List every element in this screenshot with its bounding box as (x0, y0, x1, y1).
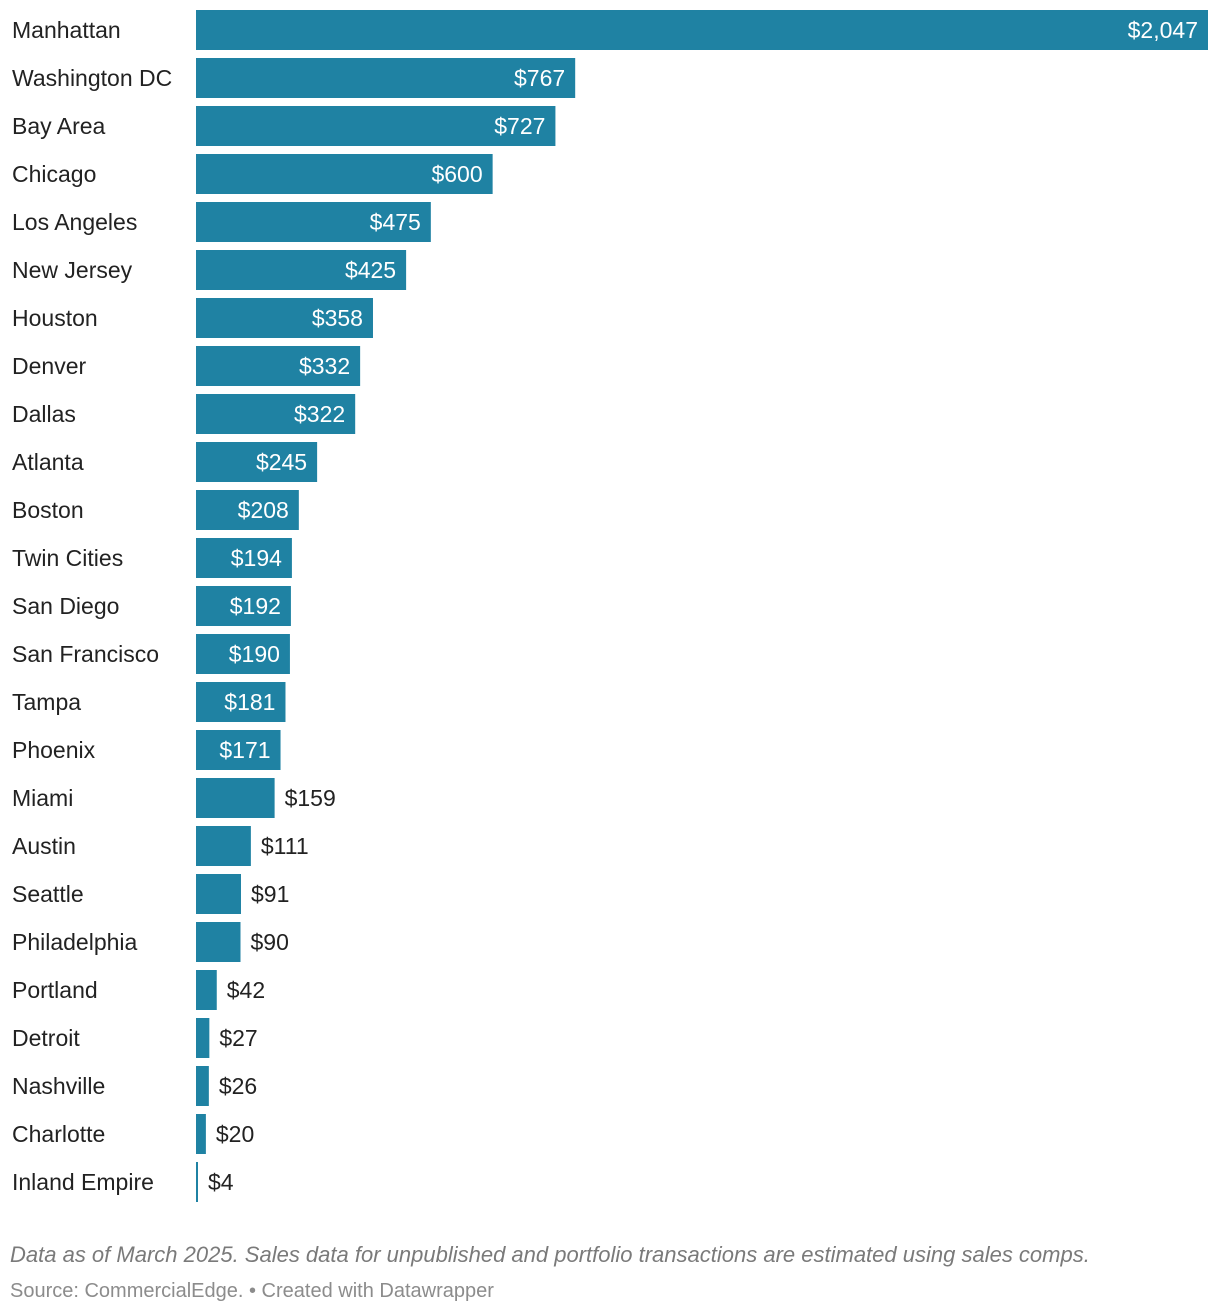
chart-notes: Data as of March 2025. Sales data for un… (10, 1238, 1210, 1304)
value-label: $111 (261, 833, 309, 859)
value-label: $91 (251, 881, 289, 907)
category-label: Twin Cities (12, 545, 123, 571)
chart-source: Source: CommercialEdge. • Created with D… (10, 1280, 494, 1302)
bar (196, 970, 217, 1010)
bar (196, 874, 241, 914)
bar (196, 154, 493, 194)
category-label: Dallas (12, 401, 76, 427)
category-label: Denver (12, 353, 86, 379)
bar (196, 922, 241, 962)
bar (196, 1018, 210, 1058)
category-label: New Jersey (12, 257, 133, 283)
bar (196, 826, 251, 866)
value-label: $27 (219, 1025, 257, 1051)
value-label: $322 (294, 401, 345, 427)
category-label: San Diego (12, 593, 119, 619)
value-label: $4 (208, 1169, 234, 1195)
category-label: Phoenix (12, 737, 96, 763)
value-label: $194 (231, 545, 282, 571)
category-label: Atlanta (12, 449, 84, 475)
category-label: Washington DC (12, 65, 172, 91)
value-label: $181 (224, 689, 275, 715)
category-label: Nashville (12, 1073, 105, 1099)
value-label: $42 (227, 977, 265, 1003)
bar (196, 346, 361, 386)
bar (196, 250, 407, 290)
category-label: Portland (12, 977, 98, 1003)
bar-chart: Manhattan $2,047 Washington DC $767 Bay Area… (12, 10, 1208, 1202)
value-label: $208 (238, 497, 289, 523)
bar (196, 58, 576, 98)
value-label: $192 (230, 593, 281, 619)
value-label: $159 (285, 785, 336, 811)
category-label: Bay Area (12, 113, 106, 139)
value-label: $190 (229, 641, 280, 667)
bar (196, 394, 356, 434)
category-label: Austin (12, 833, 76, 859)
category-label: Inland Empire (12, 1169, 154, 1195)
value-label: $767 (514, 65, 565, 91)
bar (196, 1066, 209, 1106)
category-label: Detroit (12, 1025, 80, 1051)
value-label: $727 (494, 113, 545, 139)
value-label: $26 (219, 1073, 257, 1099)
value-label: $600 (431, 161, 482, 187)
bar (196, 10, 1208, 50)
category-label: Houston (12, 305, 98, 331)
bar (196, 682, 286, 722)
bar (196, 778, 275, 818)
value-label: $90 (250, 929, 288, 955)
value-label: $425 (345, 257, 396, 283)
bar (196, 1162, 198, 1202)
category-label: Los Angeles (12, 209, 137, 235)
bar (196, 586, 291, 626)
value-label: $171 (219, 737, 270, 763)
category-label: San Francisco (12, 641, 159, 667)
bar (196, 298, 373, 338)
bar (196, 202, 431, 242)
bar (196, 442, 318, 482)
bar (196, 634, 290, 674)
category-label: Tampa (12, 689, 81, 715)
category-label: Miami (12, 785, 73, 811)
category-label: Boston (12, 497, 84, 523)
category-label: Charlotte (12, 1121, 105, 1147)
category-label: Manhattan (12, 17, 121, 43)
value-label: $475 (370, 209, 421, 235)
bar (196, 106, 556, 146)
bar (196, 490, 299, 530)
category-label: Philadelphia (12, 929, 138, 955)
value-label: $332 (299, 353, 350, 379)
bar (196, 538, 292, 578)
value-label: $20 (216, 1121, 254, 1147)
value-label: $2,047 (1128, 17, 1198, 43)
bar (196, 1114, 206, 1154)
value-label: $245 (256, 449, 307, 475)
chart-description: Data as of March 2025. Sales data for un… (10, 1242, 1090, 1267)
category-label: Chicago (12, 161, 96, 187)
bar (196, 730, 281, 770)
value-label: $358 (312, 305, 363, 331)
category-label: Seattle (12, 881, 84, 907)
